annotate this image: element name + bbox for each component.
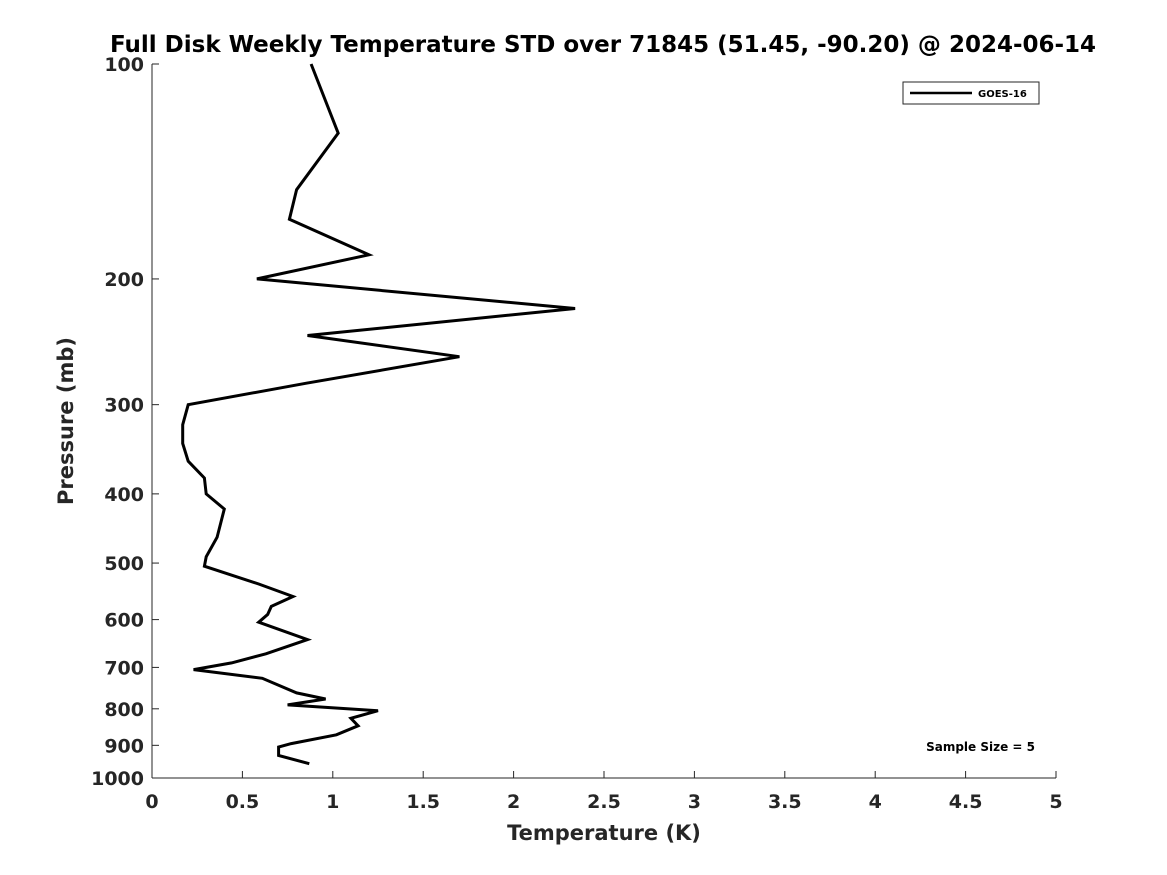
y-tick-label: 400 — [104, 484, 144, 506]
series-group — [181, 63, 576, 766]
y-tick-label: 700 — [104, 657, 144, 679]
x-tick-label: 3 — [688, 791, 701, 813]
y-tick-label: 600 — [104, 610, 144, 632]
x-tick-label: 4 — [869, 791, 882, 813]
y-tick-label: 800 — [104, 699, 144, 721]
x-tick-label: 0 — [145, 791, 158, 813]
x-ticks: 0 0.5 1 1.5 2 2.5 3 3.5 4 4.5 5 — [145, 771, 1063, 813]
sample-size-annotation: Sample Size = 5 — [926, 740, 1035, 754]
x-tick-label: 0.5 — [226, 791, 260, 813]
x-tick-label: 2.5 — [587, 791, 621, 813]
y-axis-label: Pressure (mb) — [54, 337, 78, 505]
chart-title: Full Disk Weekly Temperature STD over 71… — [110, 32, 1096, 58]
y-tick-label: 300 — [104, 395, 144, 417]
y-tick-label: 500 — [104, 553, 144, 575]
series-line-goes-16 — [181, 63, 576, 766]
y-tick-label: 900 — [104, 735, 144, 757]
x-tick-label: 2 — [507, 791, 520, 813]
legend-entry-goes-16: GOES-16 — [978, 89, 1027, 100]
x-tick-label: 5 — [1049, 791, 1062, 813]
legend: GOES-16 — [902, 81, 1040, 105]
x-tick-label: 1.5 — [406, 791, 440, 813]
y-tick-label: 1000 — [91, 768, 144, 790]
y-tick-label: 100 — [104, 54, 144, 76]
y-tick-label: 200 — [104, 269, 144, 291]
x-axis-label: Temperature (K) — [507, 821, 701, 845]
y-ticks: 100 200 300 400 500 600 700 800 900 1000 — [91, 54, 159, 790]
x-tick-label: 1 — [326, 791, 339, 813]
x-tick-label: 4.5 — [949, 791, 983, 813]
x-tick-label: 3.5 — [768, 791, 802, 813]
